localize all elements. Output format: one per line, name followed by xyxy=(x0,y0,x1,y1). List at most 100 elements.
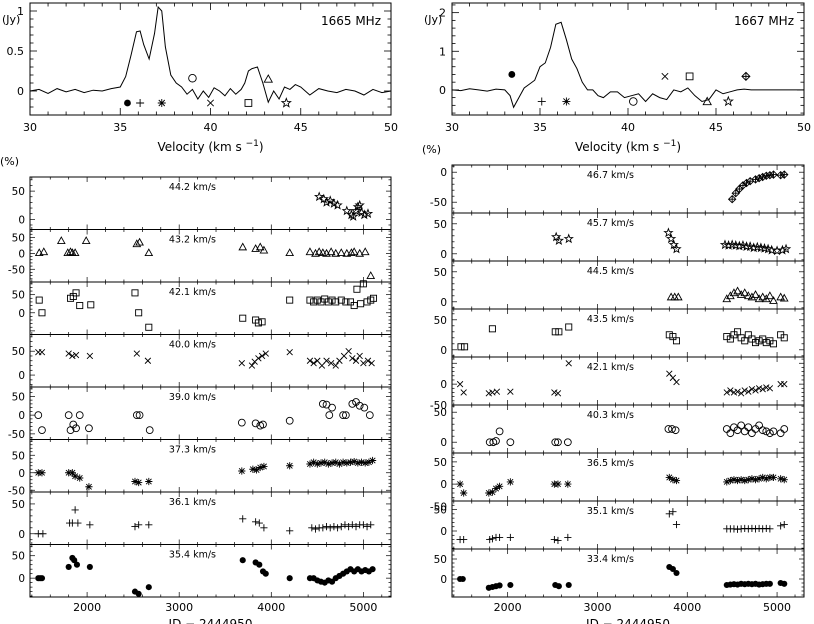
data-point xyxy=(252,466,261,474)
data-point xyxy=(723,478,731,486)
x-tick-label: 4000 xyxy=(257,601,285,614)
data-point xyxy=(310,298,318,306)
data-point xyxy=(459,575,466,583)
data-point xyxy=(762,475,770,483)
data-point xyxy=(726,335,734,343)
x-tick-label: 2000 xyxy=(73,601,101,614)
data-point xyxy=(365,458,373,466)
data-point xyxy=(673,378,680,386)
data-point xyxy=(251,244,260,252)
spectrum-marker-diamond-plus xyxy=(741,71,751,82)
data-point xyxy=(145,426,154,434)
data-point xyxy=(238,359,246,367)
data-point xyxy=(286,296,294,304)
spectrum-marker-circle xyxy=(188,73,197,83)
data-point xyxy=(563,233,574,244)
data-point xyxy=(368,456,377,465)
data-point xyxy=(248,362,256,369)
y-unit-label: (Jy) xyxy=(2,13,20,26)
data-point xyxy=(286,527,294,535)
y-tick-label: 0 xyxy=(18,529,25,541)
data-point xyxy=(348,521,356,529)
data-point xyxy=(311,248,320,257)
panel-velocity-label: 36.5 km/s xyxy=(587,458,634,469)
data-point xyxy=(87,301,95,309)
panel-43-2-kms: -50 0 50 43.2 km/s xyxy=(8,229,392,283)
data-point xyxy=(38,469,46,477)
panel-velocity-label: 42.1 km/s xyxy=(587,362,634,373)
data-point xyxy=(132,239,142,248)
data-point xyxy=(551,328,559,336)
spectrum-marker-circle xyxy=(629,97,638,106)
data-point xyxy=(135,521,143,529)
data-point xyxy=(337,296,345,304)
data-point xyxy=(751,476,760,484)
data-point xyxy=(754,294,764,303)
panel-velocity-label: 39.0 km/s xyxy=(169,392,216,403)
data-point xyxy=(238,242,248,251)
data-point xyxy=(76,474,84,482)
y-tick-label: 0 xyxy=(440,249,447,261)
data-point xyxy=(777,244,788,255)
data-point xyxy=(769,473,778,482)
data-point xyxy=(488,488,497,496)
data-point xyxy=(71,506,79,514)
data-point xyxy=(456,480,464,488)
data-point xyxy=(780,476,788,484)
panel-velocity-label: 35.4 km/s xyxy=(169,550,216,561)
data-point xyxy=(252,518,260,526)
panel-42-1-kms: 0 50 42.1 km/s xyxy=(12,280,392,335)
data-point xyxy=(780,243,792,254)
data-point xyxy=(766,525,774,533)
data-point xyxy=(762,339,770,347)
data-point xyxy=(362,208,374,219)
data-point xyxy=(780,520,788,529)
data-point xyxy=(776,429,785,438)
y-tick-label: 0 xyxy=(440,379,447,391)
data-point xyxy=(56,236,66,244)
data-point xyxy=(766,580,773,587)
data-point xyxy=(495,427,504,436)
data-point xyxy=(744,423,753,432)
data-point xyxy=(366,271,376,279)
data-point xyxy=(737,421,746,430)
data-point xyxy=(345,523,353,531)
data-point xyxy=(336,248,346,257)
y-tick-label: -50 xyxy=(8,485,25,497)
data-point xyxy=(507,581,514,589)
panel-46-7-kms: -50 0 46.7 km/s xyxy=(430,164,805,214)
right-spectrum-line xyxy=(451,21,804,109)
data-point xyxy=(237,418,246,427)
data-point xyxy=(260,524,268,532)
data-point xyxy=(131,289,139,297)
data-point xyxy=(324,460,332,468)
data-point xyxy=(553,235,565,245)
y-tick-label: 0 xyxy=(18,214,25,226)
panel-velocity-label: 43.5 km/s xyxy=(587,314,634,325)
data-point xyxy=(356,352,363,360)
data-point xyxy=(145,323,153,331)
data-point xyxy=(741,337,749,345)
data-point xyxy=(286,462,294,470)
data-point xyxy=(72,289,80,297)
panel-35-1-kms: 0 50 35.1 km/s xyxy=(434,500,805,550)
y-tick-label: 0 xyxy=(440,297,447,309)
panel-44-2-kms: 0 50 44.2 km/s xyxy=(12,176,392,230)
data-point xyxy=(357,300,365,308)
data-point xyxy=(306,460,314,468)
data-point xyxy=(460,389,467,396)
x-tick-label: 3000 xyxy=(583,601,611,614)
data-point xyxy=(733,476,742,485)
data-point xyxy=(350,457,358,466)
x-tick-label: 2000 xyxy=(494,601,522,614)
data-point xyxy=(318,400,327,408)
data-point xyxy=(286,575,293,582)
data-point xyxy=(337,523,345,531)
y-tick-label: 0 xyxy=(18,370,25,382)
data-point xyxy=(348,400,357,408)
data-point xyxy=(345,348,352,355)
data-point xyxy=(669,476,677,484)
data-point xyxy=(506,478,514,486)
y-tick-label: 50 xyxy=(434,315,447,327)
